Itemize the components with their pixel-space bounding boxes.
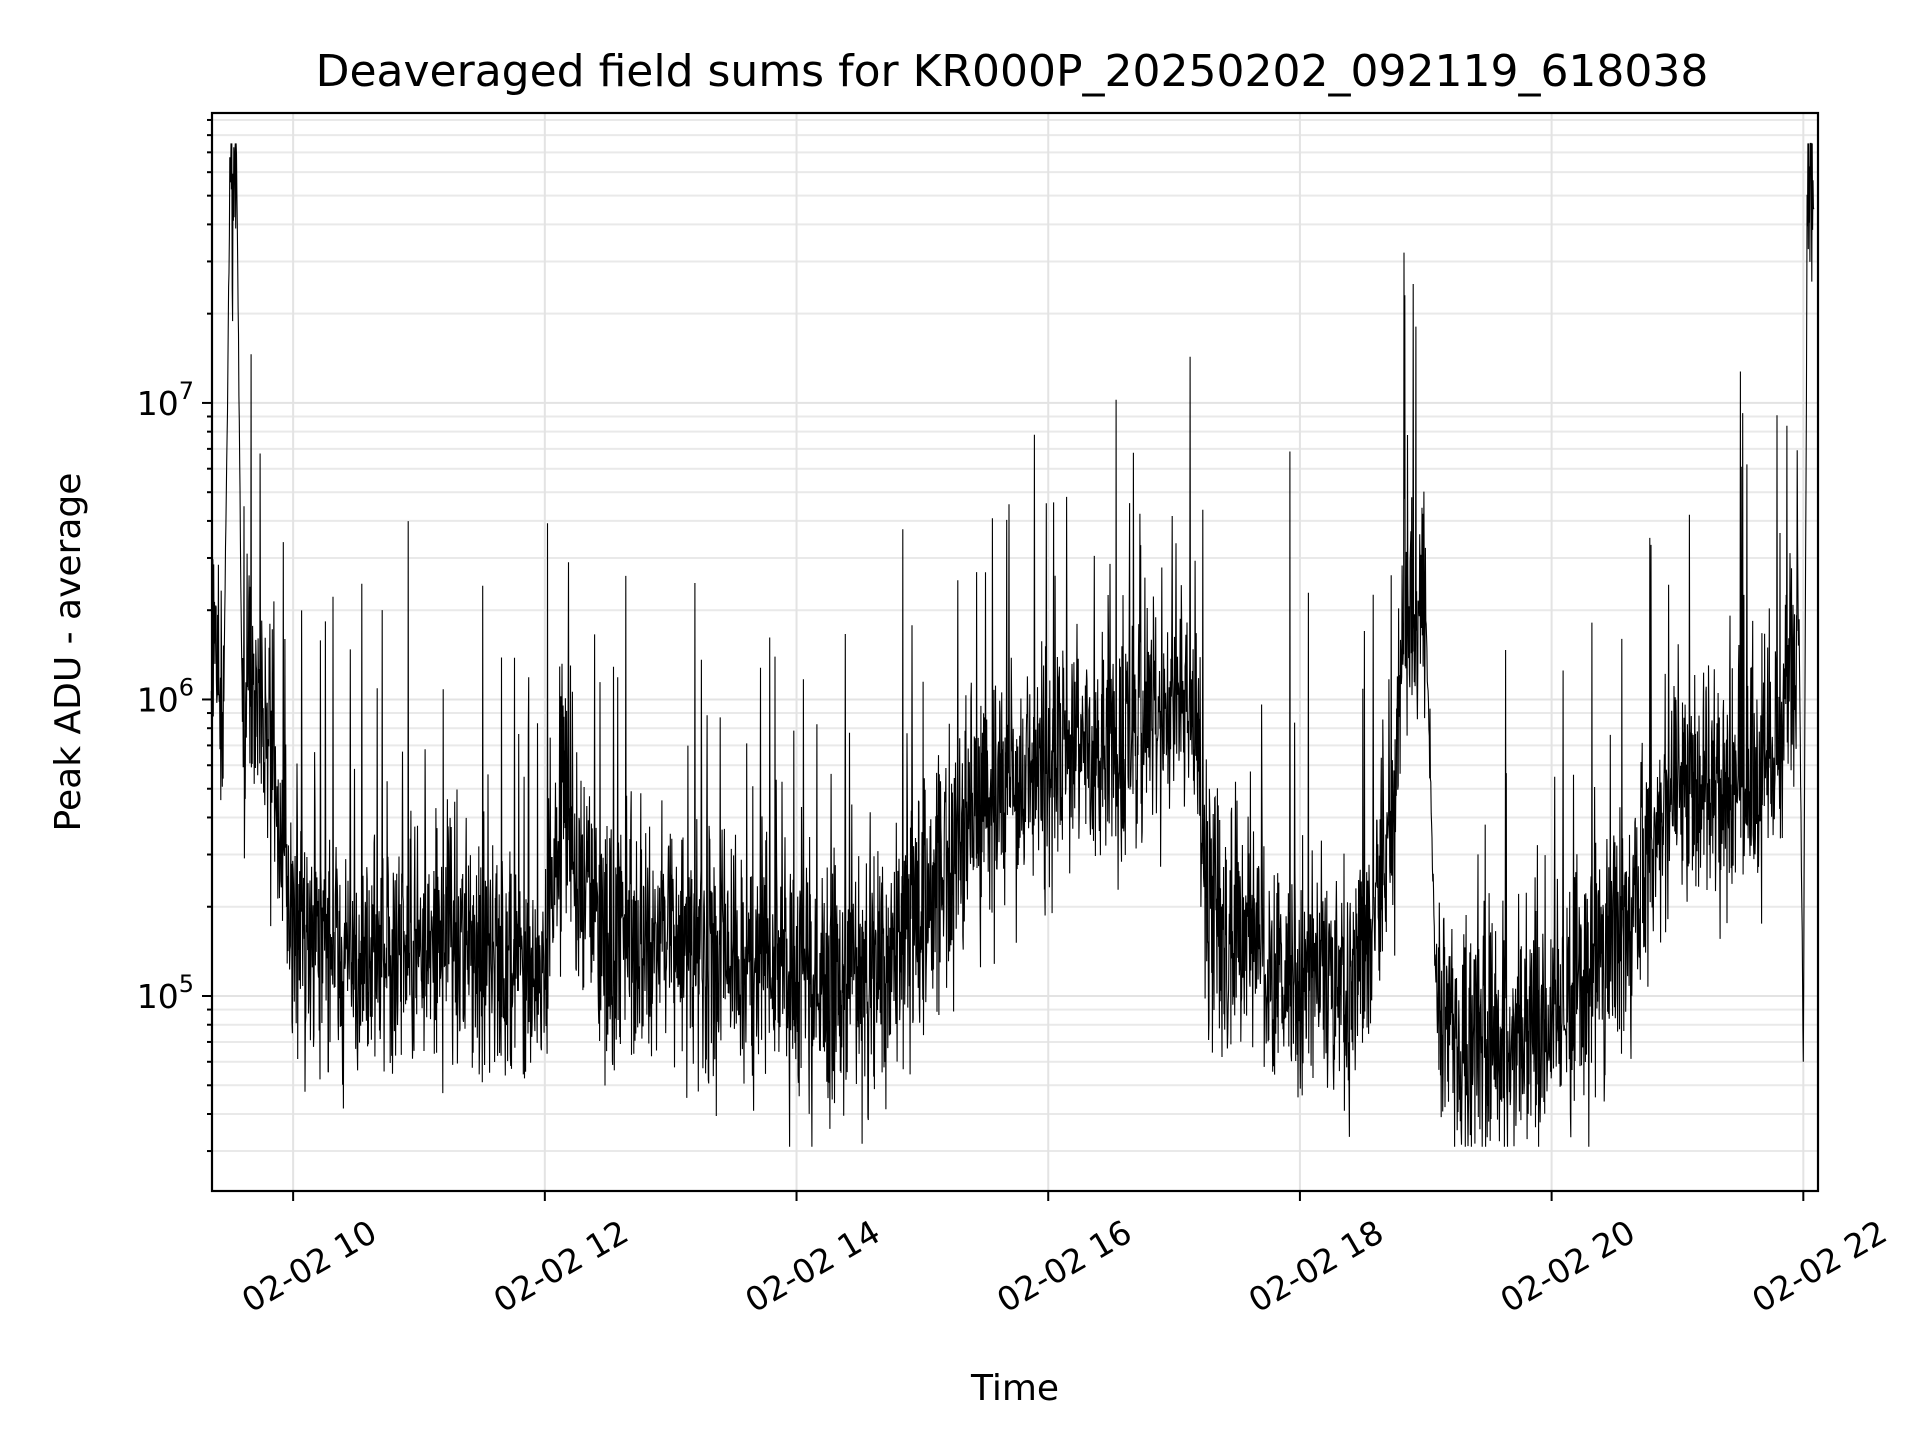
y-tick-base: 10 xyxy=(137,384,179,423)
y-tick-exponent: 6 xyxy=(179,673,194,701)
x-tick-label: 02-02 20 xyxy=(1494,1212,1642,1320)
x-axis-label: Time xyxy=(970,1368,1059,1409)
y-tick-base: 10 xyxy=(137,680,179,719)
x-tick-label: 02-02 10 xyxy=(235,1212,383,1320)
x-axis: 02-02 10 02-02 12 02-02 14 02-02 16 02-02 18… xyxy=(235,1191,1893,1320)
y-tick-exponent: 7 xyxy=(179,377,194,405)
x-tick-label: 02-02 16 xyxy=(990,1212,1138,1320)
y-axis-label: Peak ADU - average xyxy=(48,473,89,832)
chart-title: Deaveraged field sums for KR000P_2025020… xyxy=(316,46,1709,97)
x-tick-label: 02-02 18 xyxy=(1242,1212,1390,1320)
y-tick-base: 10 xyxy=(137,977,179,1016)
plot-frame xyxy=(210,111,1820,1193)
x-tick-label: 02-02 12 xyxy=(487,1212,635,1320)
y-tick-label: 107 xyxy=(137,377,194,423)
x-tick-label: 02-02 14 xyxy=(739,1212,887,1320)
y-tick-label: 105 xyxy=(137,970,194,1016)
series-layer xyxy=(210,142,1815,1147)
y-tick-exponent: 5 xyxy=(179,970,194,998)
series-line xyxy=(210,142,1815,1147)
y-tick-label: 106 xyxy=(137,673,194,719)
x-tick-label: 02-02 22 xyxy=(1745,1212,1893,1320)
